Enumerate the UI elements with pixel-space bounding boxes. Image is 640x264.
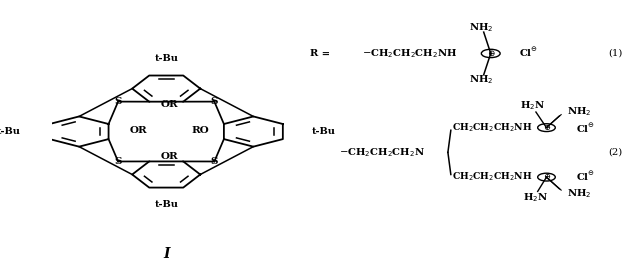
- Text: OR: OR: [161, 152, 179, 161]
- Text: t-Bu: t-Bu: [312, 127, 336, 136]
- Text: S: S: [211, 97, 218, 106]
- Text: t-Bu: t-Bu: [0, 127, 20, 136]
- Text: (2): (2): [608, 148, 622, 157]
- Text: S: S: [211, 157, 218, 166]
- Text: ⊕: ⊕: [487, 49, 495, 58]
- Text: OR: OR: [161, 100, 179, 109]
- Text: CH$_2$CH$_2$CH$_2$NH: CH$_2$CH$_2$CH$_2$NH: [452, 121, 532, 134]
- Text: I: I: [163, 247, 170, 261]
- Text: Cl$^{\ominus}$: Cl$^{\ominus}$: [576, 122, 595, 135]
- Text: CH$_2$CH$_2$CH$_2$NH: CH$_2$CH$_2$CH$_2$NH: [452, 171, 532, 183]
- Text: t-Bu: t-Bu: [154, 54, 178, 63]
- Text: NH$_2$: NH$_2$: [567, 187, 591, 200]
- Text: (1): (1): [608, 49, 622, 58]
- Text: OR: OR: [129, 126, 147, 135]
- Text: ⊕: ⊕: [543, 124, 550, 132]
- Text: Cl$^{\ominus}$: Cl$^{\ominus}$: [519, 46, 538, 59]
- Text: $-$CH$_2$CH$_2$CH$_2$NH: $-$CH$_2$CH$_2$CH$_2$NH: [362, 47, 457, 60]
- Text: S: S: [115, 157, 122, 166]
- Text: ⊕: ⊕: [543, 173, 550, 181]
- Text: RO: RO: [191, 126, 209, 135]
- Text: t-Bu: t-Bu: [154, 200, 178, 209]
- Text: NH$_2$: NH$_2$: [469, 73, 493, 86]
- Text: Cl$^{\ominus}$: Cl$^{\ominus}$: [576, 169, 595, 183]
- Text: S: S: [115, 97, 122, 106]
- Text: $-$CH$_2$CH$_2$CH$_2$N: $-$CH$_2$CH$_2$CH$_2$N: [339, 146, 426, 159]
- Text: NH$_2$: NH$_2$: [567, 105, 591, 118]
- Text: NH$_2$: NH$_2$: [469, 21, 493, 34]
- Text: H$_2$N: H$_2$N: [524, 191, 548, 204]
- Text: H$_2$N: H$_2$N: [520, 100, 545, 112]
- Text: R =: R =: [310, 49, 330, 58]
